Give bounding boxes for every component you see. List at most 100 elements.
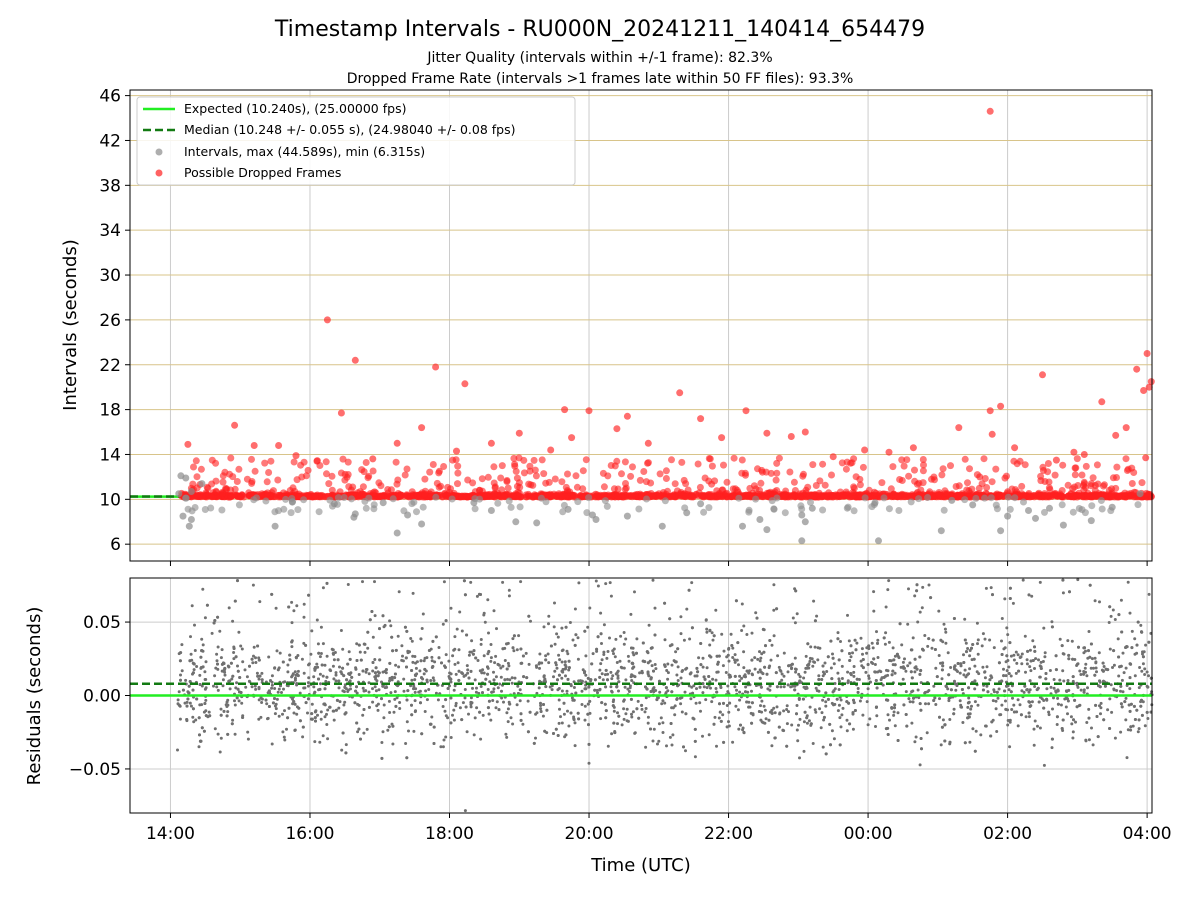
dropped-point <box>947 462 954 470</box>
residual-point <box>875 714 879 718</box>
interval-point <box>516 503 524 511</box>
legend-median-label: Median (10.248 +/- 0.055 s), (24.98040 +… <box>184 122 515 137</box>
interval-point <box>871 499 879 507</box>
residual-point <box>397 665 401 669</box>
residual-point <box>495 627 498 631</box>
residual-point <box>782 709 786 713</box>
residual-point <box>198 673 202 677</box>
dropped-point <box>600 491 608 499</box>
residual-point <box>534 664 538 668</box>
dropped-point <box>996 491 1004 499</box>
residual-point <box>910 690 914 694</box>
residual-point <box>727 659 731 663</box>
residual-point <box>413 699 417 703</box>
residual-point <box>556 688 560 692</box>
residual-point <box>524 651 528 655</box>
dropped-point <box>939 465 947 473</box>
residual-point <box>1113 736 1117 740</box>
dropped-point <box>986 407 994 415</box>
residual-point <box>1070 639 1074 643</box>
residual-point <box>189 635 192 639</box>
dropped-point <box>1122 424 1130 432</box>
residual-point <box>484 677 488 681</box>
dropped-point <box>1091 487 1099 495</box>
residual-point <box>1015 710 1019 714</box>
residual-point <box>518 688 522 692</box>
residual-point <box>510 681 514 685</box>
residual-point <box>449 606 453 610</box>
dropped-point <box>592 493 600 501</box>
residual-point <box>323 663 327 667</box>
residual-point <box>432 679 436 682</box>
residual-point <box>319 652 323 655</box>
residual-point <box>275 649 279 653</box>
residual-point <box>567 724 571 728</box>
dropped-point <box>219 472 227 480</box>
residual-point <box>973 687 977 691</box>
residual-point <box>840 677 844 680</box>
dropped-point <box>1010 457 1018 465</box>
interval-point <box>643 495 650 503</box>
residual-point <box>526 699 530 703</box>
residual-point <box>334 671 338 675</box>
interval-point <box>1081 509 1089 517</box>
residual-point <box>713 715 717 719</box>
residual-point <box>449 680 453 684</box>
dropped-point <box>708 462 716 470</box>
residual-point <box>233 732 237 736</box>
residual-point <box>884 605 888 609</box>
interval-point <box>275 507 282 515</box>
dropped-point <box>905 472 913 480</box>
residual-point <box>996 696 1000 700</box>
residual-point <box>968 654 972 658</box>
residual-point <box>233 703 237 707</box>
residual-point <box>973 700 977 704</box>
residual-point <box>364 670 368 674</box>
residual-point <box>552 625 556 629</box>
residual-point <box>797 723 800 727</box>
interval-point <box>915 495 923 503</box>
residual-point <box>446 716 450 720</box>
residual-point <box>1059 703 1063 707</box>
residual-point <box>1043 651 1047 655</box>
dropped-point <box>222 484 230 492</box>
interval-point <box>752 495 760 503</box>
residual-point <box>452 708 456 712</box>
residual-point <box>913 740 917 744</box>
residual-point <box>378 646 382 650</box>
residual-point <box>714 687 718 690</box>
residual-point <box>1008 745 1012 749</box>
dropped-point <box>490 479 498 487</box>
residual-point <box>1058 678 1062 682</box>
dropped-point <box>561 406 569 414</box>
residual-point <box>949 666 953 669</box>
residual-point <box>1062 679 1066 683</box>
residual-point <box>1085 721 1089 724</box>
residual-point <box>377 688 381 692</box>
legend: Expected (10.240s), (25.00000 fps) Media… <box>136 96 576 186</box>
residual-point <box>358 650 362 654</box>
interval-point <box>370 501 378 509</box>
residual-point <box>885 668 888 672</box>
residual-point <box>200 684 204 688</box>
residual-point <box>772 634 776 638</box>
residual-point <box>1143 667 1147 671</box>
residual-point <box>908 700 912 704</box>
residual-point <box>615 661 619 664</box>
residual-point <box>622 699 626 703</box>
residual-point <box>457 648 461 652</box>
residual-point <box>412 684 416 688</box>
interval-point <box>287 509 295 517</box>
dropped-point <box>526 462 534 470</box>
residual-point <box>507 588 511 592</box>
interval-point <box>315 508 323 516</box>
dropped-point <box>677 488 685 496</box>
residual-point <box>1066 639 1070 643</box>
residual-point <box>812 599 816 603</box>
residual-point <box>1124 666 1128 670</box>
dropped-point <box>664 487 671 495</box>
residual-point <box>361 713 365 717</box>
dropped-point <box>323 316 331 324</box>
residual-point <box>1024 715 1028 719</box>
residual-point <box>807 719 811 723</box>
